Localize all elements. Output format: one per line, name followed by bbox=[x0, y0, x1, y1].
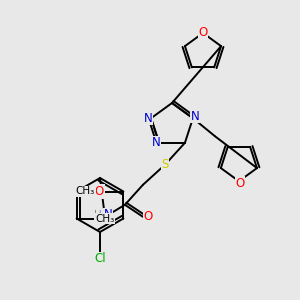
Text: Cl: Cl bbox=[94, 253, 106, 266]
Text: N: N bbox=[144, 112, 152, 125]
Text: N: N bbox=[152, 136, 161, 149]
Text: N: N bbox=[103, 208, 112, 221]
Text: CH₃: CH₃ bbox=[95, 214, 114, 224]
Text: H: H bbox=[94, 210, 102, 220]
Text: CH₃: CH₃ bbox=[76, 187, 95, 196]
Text: S: S bbox=[161, 158, 169, 171]
Text: N: N bbox=[190, 110, 199, 123]
Text: O: O bbox=[235, 177, 244, 190]
Text: O: O bbox=[143, 210, 153, 223]
Text: O: O bbox=[198, 26, 208, 38]
Text: O: O bbox=[95, 185, 104, 198]
